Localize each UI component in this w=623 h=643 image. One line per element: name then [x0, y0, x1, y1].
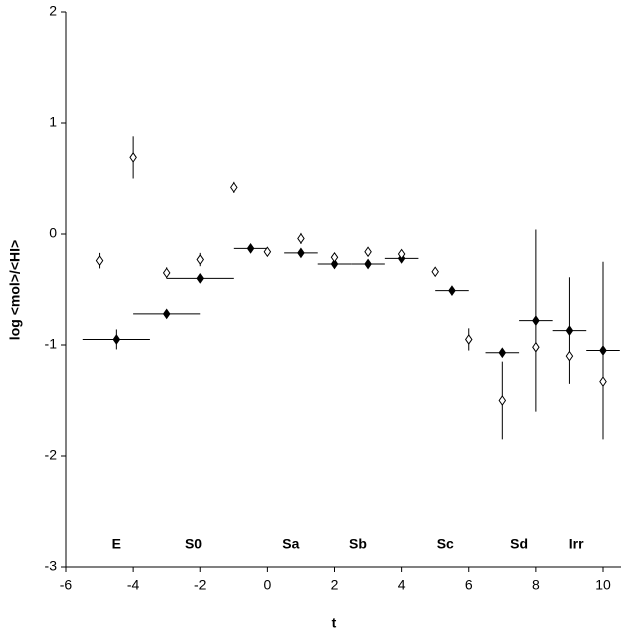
point	[330, 251, 339, 263]
y-tick-label: -1	[45, 336, 58, 352]
point	[565, 325, 574, 336]
point	[196, 273, 205, 284]
point	[532, 341, 540, 353]
x-tick-label: -4	[127, 577, 140, 593]
y-tick-label: 0	[49, 225, 57, 241]
x-tick-label: 2	[331, 577, 339, 593]
x-tick-label: 8	[532, 577, 540, 593]
point	[599, 345, 607, 356]
y-tick-label: 2	[49, 3, 57, 19]
point	[297, 247, 305, 259]
annotation: Sc	[437, 536, 454, 552]
point	[162, 308, 171, 320]
annotation: E	[112, 536, 121, 552]
point	[464, 334, 473, 345]
x-axis-label: t	[332, 615, 337, 631]
y-axis-label: log <mol>/<HI>	[7, 240, 23, 340]
x-tick-label: 4	[398, 577, 406, 593]
point	[397, 248, 406, 260]
x-tick-label: 0	[263, 577, 271, 593]
annotation: Sb	[349, 536, 367, 552]
point	[364, 246, 372, 258]
point	[431, 266, 439, 278]
annotation: S0	[185, 536, 202, 552]
point	[196, 254, 205, 265]
point	[246, 243, 255, 254]
x-tick-label: -6	[60, 577, 73, 593]
point	[230, 182, 238, 193]
point	[498, 395, 507, 406]
point	[129, 152, 137, 163]
point	[263, 246, 272, 258]
point	[532, 315, 540, 326]
y-tick-label: 1	[49, 114, 57, 130]
point	[95, 255, 104, 267]
point	[599, 376, 607, 388]
point	[364, 258, 372, 270]
y-tick-label: -2	[45, 447, 58, 463]
point	[448, 285, 456, 296]
point	[498, 347, 507, 359]
point	[162, 267, 171, 279]
annotation: Sd	[510, 536, 528, 552]
x-tick-label: 6	[465, 577, 473, 593]
point	[565, 350, 574, 362]
x-tick-label: 10	[595, 577, 611, 593]
annotation: Sa	[282, 536, 299, 552]
y-tick-label: -3	[45, 558, 58, 574]
annotation: Irr	[569, 536, 584, 552]
point	[112, 334, 121, 345]
point	[297, 233, 305, 244]
x-tick-label: -2	[194, 577, 207, 593]
point	[330, 258, 339, 270]
